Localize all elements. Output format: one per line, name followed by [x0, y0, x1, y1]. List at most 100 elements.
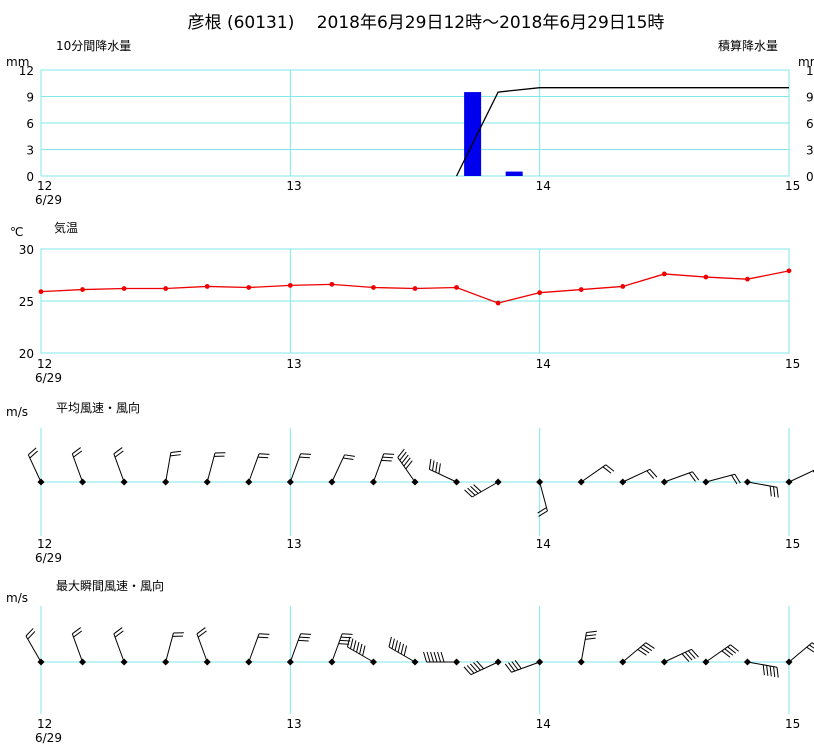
y-tick-label: 3 — [26, 144, 34, 158]
wind-station-point — [702, 478, 710, 486]
temp-point — [329, 281, 335, 287]
wind-barb-feather — [605, 464, 615, 472]
accum-precip-y-ticks: 0 3 6 9 12 — [806, 64, 814, 184]
wind-barb-feather — [259, 453, 270, 455]
temp-point — [246, 285, 252, 290]
y-tick-label-right: 3 — [806, 144, 814, 158]
wind-barb-feather — [473, 662, 481, 671]
wind-barb-feather — [343, 457, 354, 460]
wind-station-point — [577, 478, 585, 486]
y-tick-label: 0 — [26, 170, 34, 184]
wind-barb-feather — [391, 638, 395, 649]
wind-barb-feather — [769, 665, 772, 677]
wind-barb-feather — [811, 642, 814, 645]
wind-station-point — [743, 478, 751, 486]
wind-barb-feather — [114, 450, 124, 458]
wind-barb-feather — [645, 642, 655, 649]
wind-station-point — [536, 478, 544, 486]
wind-barb-feather — [721, 650, 731, 658]
wind-barb-feather — [585, 637, 596, 640]
wind-unit: m/s — [6, 405, 28, 419]
wind-barb-feather — [197, 630, 207, 638]
wind-barb-feather — [29, 450, 38, 459]
wind-barb-feather — [388, 636, 392, 648]
wind-barb-feather — [342, 633, 353, 635]
wind-barb-feather — [684, 651, 693, 661]
wind-barb-feather — [476, 660, 484, 670]
wind-station-point — [37, 658, 45, 666]
precip-bar — [464, 92, 482, 176]
y-tick-label: 12 — [19, 64, 34, 78]
wind-barb-feather — [257, 456, 269, 459]
wind-barb-shaft — [372, 453, 385, 483]
wind-barb-feather — [691, 648, 699, 658]
wind-station-point — [536, 658, 544, 666]
gust-panel: m/s 最大瞬間風速・風向 12 13 14 15 6/29 — [6, 578, 814, 745]
wind-barb-feather — [473, 484, 482, 493]
wind-station-point — [619, 658, 627, 666]
wind-barb-feather — [394, 640, 398, 651]
temp-y-ticks: 20 25 30 — [19, 243, 34, 361]
wind-barb-feather — [423, 651, 428, 663]
temp-point — [38, 289, 44, 295]
wind-barb-feather — [773, 486, 776, 498]
y-tick-label-right: 6 — [806, 117, 814, 131]
wind-station-point — [660, 658, 668, 666]
wind-station-point — [79, 478, 87, 486]
wind-barb-shaft — [511, 661, 540, 673]
wind-barb-feather — [170, 450, 182, 453]
wind-station-point — [79, 658, 87, 666]
gust-barbs — [25, 627, 814, 678]
temp-point — [620, 284, 626, 289]
wind-station-point — [286, 658, 294, 666]
temp-line — [38, 268, 792, 306]
wind-station-point — [245, 658, 253, 666]
y-tick-label: 9 — [26, 91, 34, 105]
wind-station-point — [702, 658, 710, 666]
wind-barb-feather — [27, 631, 36, 640]
accum-precip-line — [455, 87, 789, 177]
wind-barb-shaft — [388, 646, 416, 663]
wind-station-point — [162, 658, 170, 666]
x-tick-label: 15 — [785, 179, 800, 193]
wind-barb-shaft — [471, 481, 499, 498]
wind-barb-shaft — [664, 648, 692, 663]
wind-barb-feather — [724, 648, 734, 656]
gust-title: 最大瞬間風速・風向 — [56, 578, 164, 593]
wind-station-point — [494, 478, 502, 486]
wind-barb-feather — [438, 463, 441, 474]
y-tick-label: 6 — [26, 117, 34, 131]
wind-barb-feather — [687, 650, 696, 659]
wind-barb-feather — [433, 651, 438, 663]
wind-barb-feather — [731, 474, 738, 485]
wind-barb-shaft — [248, 633, 260, 663]
temp-point — [454, 285, 459, 290]
wind-barb-feather — [681, 653, 690, 662]
wind-barb-feather — [356, 641, 360, 653]
wind-barb-shaft — [429, 468, 457, 483]
wind-barb-feather — [727, 646, 737, 654]
wind-barb-feather — [259, 633, 270, 635]
wind-station-point — [37, 478, 45, 486]
wind-barb-feather — [170, 454, 181, 457]
wind-barb-feather — [397, 641, 402, 653]
x-date-label: 6/29 — [35, 551, 62, 565]
wind-barb-feather — [470, 485, 479, 494]
x-tick-label: 15 — [785, 357, 800, 371]
wind-station-point — [743, 658, 751, 666]
wind-barb-shaft — [331, 454, 346, 483]
wind-barb-feather — [298, 639, 309, 642]
x-tick-label: 15 — [785, 717, 800, 731]
wind-barb-shaft — [289, 453, 302, 483]
wind-station-point — [577, 658, 585, 666]
wind-barb-shaft — [248, 453, 260, 483]
wind-x-ticks: 12 13 14 15 6/29 — [35, 537, 800, 565]
wind-barb-feather — [403, 457, 411, 467]
wind-barb-feather — [346, 636, 351, 648]
wind-barb-shaft — [397, 457, 416, 483]
wind-barb-shaft — [71, 633, 84, 663]
temp-point — [163, 286, 169, 291]
wind-barb-feather — [464, 489, 473, 498]
y-tick-label-right: 9 — [806, 91, 814, 105]
